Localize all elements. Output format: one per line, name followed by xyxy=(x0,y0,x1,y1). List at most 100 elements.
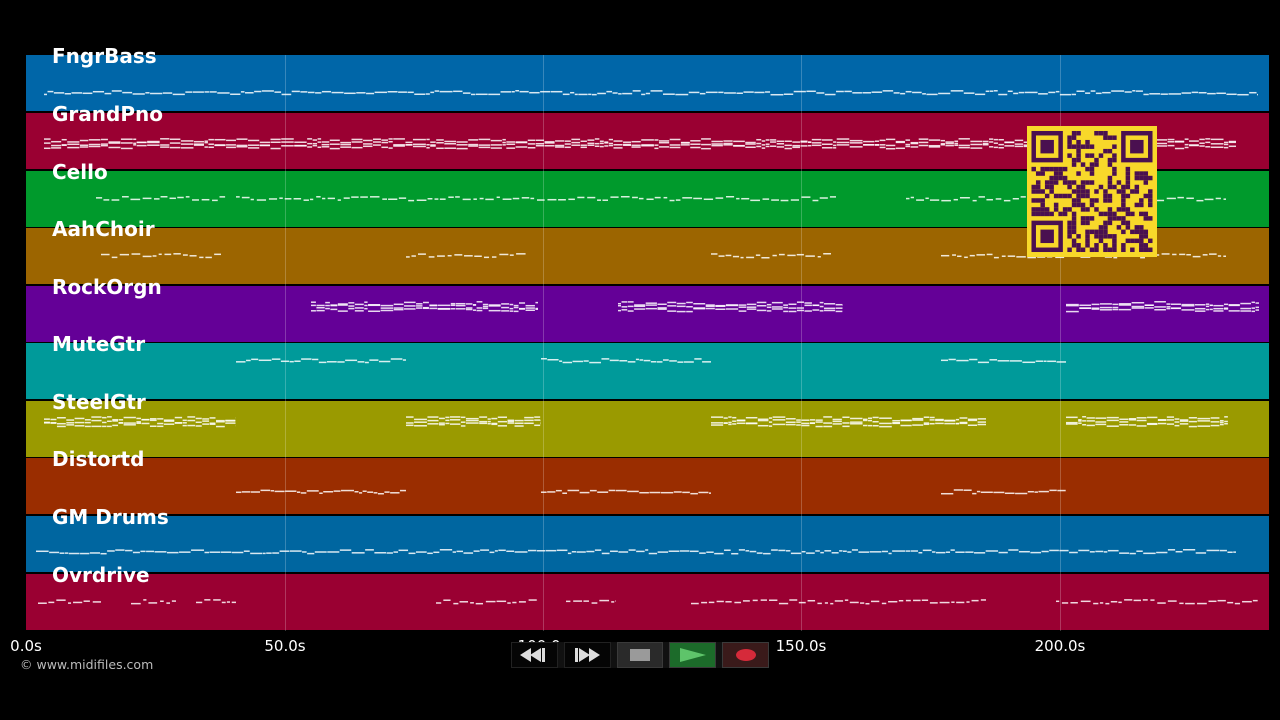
note xyxy=(783,304,788,306)
note xyxy=(882,90,894,92)
note xyxy=(815,421,823,423)
note xyxy=(302,551,307,553)
note xyxy=(812,304,820,307)
note xyxy=(307,552,315,555)
note xyxy=(613,144,623,146)
note xyxy=(84,425,91,428)
note xyxy=(120,147,133,150)
note xyxy=(693,302,706,305)
note xyxy=(1197,425,1211,427)
note xyxy=(464,255,473,257)
note xyxy=(1209,253,1217,255)
note xyxy=(108,141,121,143)
note xyxy=(169,197,176,200)
note xyxy=(1105,602,1110,605)
note xyxy=(145,92,150,94)
note xyxy=(437,304,451,307)
note xyxy=(406,416,414,418)
note xyxy=(460,416,466,419)
note xyxy=(1217,255,1222,257)
rewind-button[interactable] xyxy=(511,642,558,668)
note xyxy=(725,196,735,198)
note xyxy=(756,301,767,304)
note xyxy=(1091,303,1100,306)
note xyxy=(1255,302,1259,304)
note xyxy=(905,599,911,602)
note xyxy=(601,552,610,555)
note xyxy=(213,599,221,601)
note xyxy=(724,92,736,94)
note xyxy=(1035,360,1044,362)
note xyxy=(491,422,498,425)
note xyxy=(417,253,426,255)
note xyxy=(940,143,945,145)
track-notes xyxy=(44,416,1228,428)
note xyxy=(1217,599,1226,602)
note xyxy=(89,552,100,554)
note xyxy=(340,146,351,148)
note xyxy=(776,146,785,148)
note xyxy=(1095,423,1107,426)
note xyxy=(972,199,977,202)
note xyxy=(214,138,226,141)
note xyxy=(1004,141,1015,144)
note xyxy=(796,419,801,421)
note xyxy=(935,551,946,554)
note xyxy=(1030,551,1041,554)
note xyxy=(362,490,367,492)
note xyxy=(544,145,555,147)
note xyxy=(133,144,137,146)
note xyxy=(718,255,725,257)
note xyxy=(1099,309,1112,311)
note xyxy=(622,92,633,95)
record-button[interactable] xyxy=(722,642,769,668)
fast-forward-button[interactable] xyxy=(563,642,611,668)
note xyxy=(1197,417,1211,420)
note xyxy=(321,141,330,143)
note xyxy=(705,307,715,310)
note xyxy=(701,143,711,146)
note xyxy=(490,147,502,149)
note xyxy=(612,92,618,94)
note xyxy=(501,303,510,305)
note xyxy=(650,90,663,92)
note xyxy=(910,146,919,148)
note xyxy=(1119,424,1129,426)
note xyxy=(804,310,812,312)
note xyxy=(639,491,649,494)
stop-button[interactable] xyxy=(616,642,664,668)
note xyxy=(465,307,473,309)
note xyxy=(657,308,667,310)
note xyxy=(111,90,122,92)
note xyxy=(842,422,850,424)
note xyxy=(236,146,248,148)
note xyxy=(1004,492,1015,495)
note xyxy=(160,600,164,603)
note xyxy=(174,422,183,424)
note xyxy=(66,424,75,426)
note xyxy=(1255,306,1259,309)
note xyxy=(311,304,316,307)
note xyxy=(241,196,250,199)
note xyxy=(241,491,251,493)
note xyxy=(599,599,610,602)
note xyxy=(715,308,726,311)
note xyxy=(701,147,711,150)
note xyxy=(436,602,442,604)
note xyxy=(620,196,630,198)
note xyxy=(506,143,516,146)
note xyxy=(132,93,145,95)
play-button[interactable] xyxy=(669,642,717,668)
note xyxy=(449,416,461,418)
note xyxy=(756,138,762,141)
note xyxy=(372,141,381,143)
tick-label: 200.0s xyxy=(1034,637,1086,655)
note xyxy=(809,419,816,421)
note xyxy=(966,601,970,603)
note xyxy=(416,307,423,309)
note xyxy=(955,551,965,553)
note xyxy=(1157,602,1166,604)
note xyxy=(1174,141,1185,143)
note xyxy=(1188,417,1197,419)
note xyxy=(986,253,993,256)
